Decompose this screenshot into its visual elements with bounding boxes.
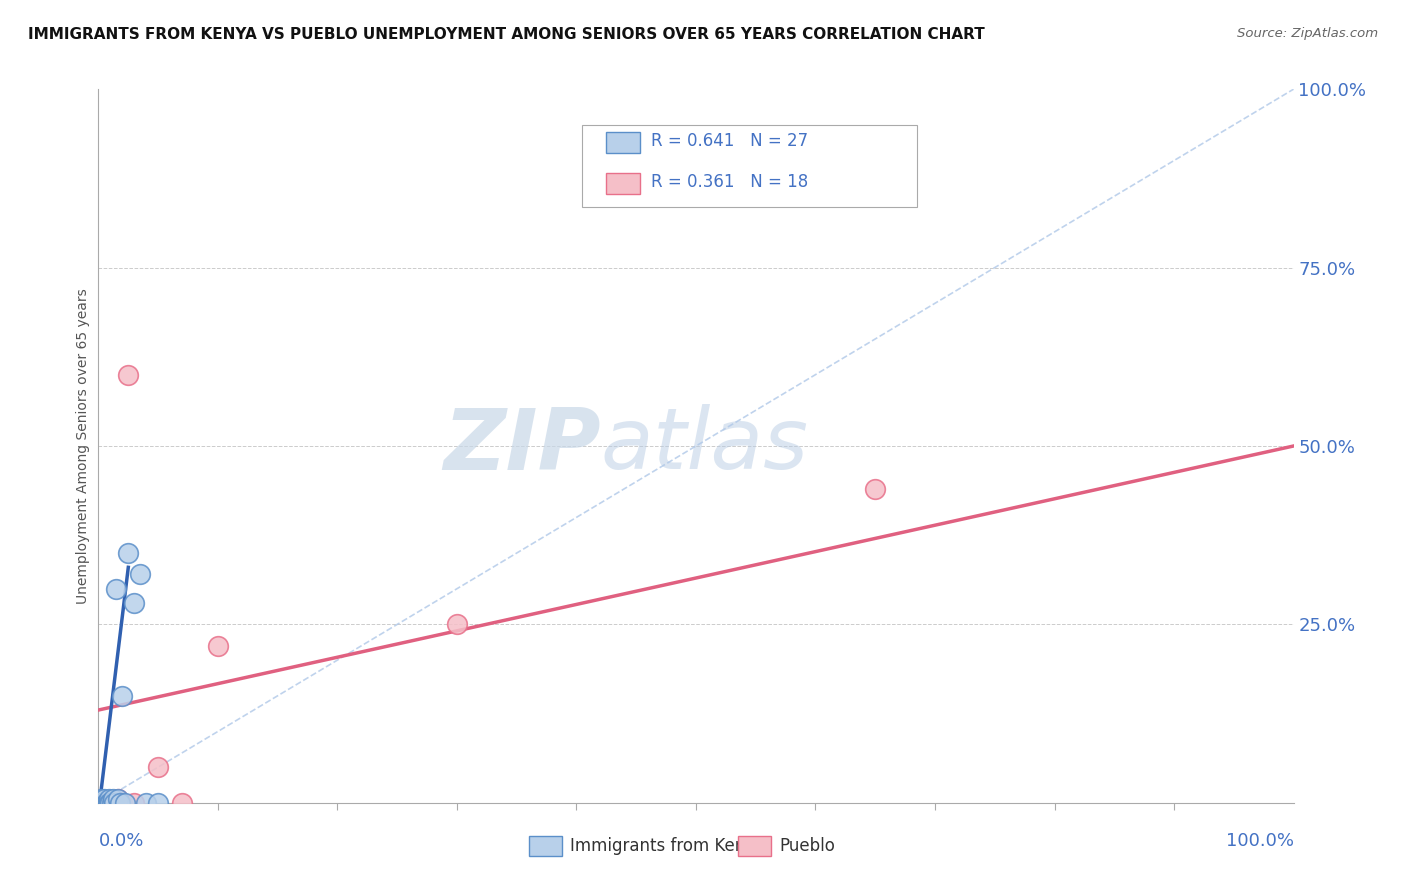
Point [94, 796, 117, 810]
Point [114, 796, 136, 810]
Bar [738, 837, 772, 856]
Point [90, 796, 112, 810]
Point [91, 796, 114, 810]
Point [91, 796, 114, 810]
Text: 100.0%: 100.0% [1226, 831, 1294, 849]
Point [89, 796, 111, 810]
Text: Immigrants from Kenya: Immigrants from Kenya [571, 837, 766, 855]
Point [93, 792, 115, 806]
Point [124, 796, 146, 810]
Point [100, 796, 122, 810]
Point [107, 792, 129, 806]
Point [96, 796, 118, 810]
Point [111, 689, 134, 703]
Point [207, 639, 229, 653]
Y-axis label: Unemployment Among Seniors over 65 years: Unemployment Among Seniors over 65 years [76, 288, 90, 604]
Point [105, 582, 128, 596]
Point [97, 796, 120, 810]
Text: 0.0%: 0.0% [98, 831, 143, 849]
Point [135, 796, 157, 810]
Point [111, 796, 134, 810]
Point [91, 796, 114, 810]
Point [98, 796, 121, 810]
Point [91, 796, 114, 810]
Point [446, 617, 468, 632]
Text: ZIP: ZIP [443, 404, 600, 488]
Point [117, 546, 139, 560]
Bar [606, 173, 640, 194]
Point [863, 482, 887, 496]
Point [101, 792, 124, 806]
Point [107, 792, 129, 806]
Point [108, 796, 131, 810]
Point [103, 796, 125, 810]
Point [93, 796, 115, 810]
Text: R = 0.641   N = 27: R = 0.641 N = 27 [651, 132, 807, 150]
Text: Source: ZipAtlas.com: Source: ZipAtlas.com [1237, 27, 1378, 40]
Point [108, 796, 131, 810]
Point [98, 796, 122, 810]
Point [98, 792, 121, 806]
Point [129, 567, 152, 582]
Point [148, 760, 170, 774]
Bar [606, 132, 640, 153]
Text: Pueblo: Pueblo [779, 837, 835, 855]
Point [104, 796, 127, 810]
Point [96, 796, 118, 810]
Point [90, 796, 112, 810]
Text: R = 0.361   N = 18: R = 0.361 N = 18 [651, 173, 808, 191]
Point [172, 796, 194, 810]
Point [90, 792, 112, 806]
Point [98, 796, 122, 810]
Point [148, 796, 170, 810]
Bar [529, 837, 562, 856]
Point [87, 796, 110, 810]
FancyBboxPatch shape [582, 125, 917, 207]
Point [117, 368, 139, 382]
Point [124, 596, 146, 610]
Point [101, 796, 124, 810]
Text: IMMIGRANTS FROM KENYA VS PUEBLO UNEMPLOYMENT AMONG SENIORS OVER 65 YEARS CORRELA: IMMIGRANTS FROM KENYA VS PUEBLO UNEMPLOY… [28, 27, 984, 42]
Text: atlas: atlas [600, 404, 808, 488]
Point [93, 796, 115, 810]
